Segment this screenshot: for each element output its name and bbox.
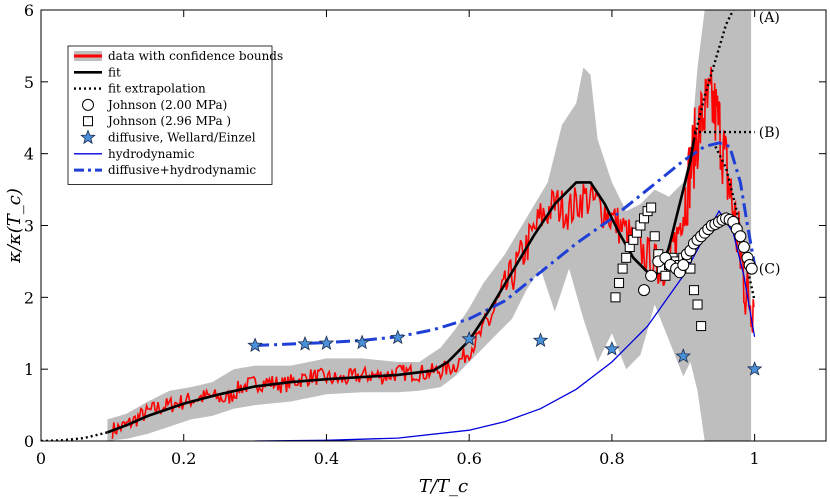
wellard-einzel-star <box>354 334 370 350</box>
wellard-einzel-star <box>604 341 620 356</box>
legend-swatch-square <box>83 116 93 127</box>
legend-box <box>67 45 273 185</box>
johnson-2-96-marker <box>617 263 628 274</box>
y-tick-label: 1 <box>24 360 34 379</box>
axes-layer: 0 0.2 0.4 0.6 0.8 1 0 1 2 3 4 5 6 T/T_c κ/κ(T_c) (A) (B)… <box>4 1 827 497</box>
marker-layer <box>247 202 763 376</box>
johnson-2-00-marker <box>745 262 758 275</box>
legend-label: fit <box>108 65 121 79</box>
fit-extrapolation-C-line <box>714 145 756 302</box>
annotation-label: (C) <box>759 262 781 278</box>
johnson-2-96-marker <box>692 299 703 310</box>
johnson-2-96-marker <box>614 277 625 288</box>
legend-label: diffusive, Wellard/Einzel <box>108 131 256 145</box>
legend-label: data with confidence bounds <box>108 49 283 63</box>
y-tick-label: 6 <box>24 1 34 20</box>
y-tick-label: 5 <box>24 73 34 92</box>
confidence-band-layer <box>107 10 752 441</box>
annotation-label: (B) <box>759 125 780 141</box>
johnson-2-96-marker <box>646 202 657 213</box>
johnson-2-96-marker <box>688 285 699 296</box>
legend-label: Johnson (2.00 MPa) <box>106 98 227 112</box>
fit-extrapolation-low-line <box>41 431 108 441</box>
x-tick-label: 0.6 <box>456 449 481 468</box>
johnson-2-96-marker <box>649 231 660 242</box>
johnson-2-00-marker <box>737 241 750 254</box>
johnson-2-96-marker <box>621 252 632 263</box>
y-axis-label: κ/κ(T_c) <box>4 188 25 264</box>
legend-label: hydrodynamic <box>108 147 195 161</box>
y-tick-label: 2 <box>24 288 34 307</box>
wellard-einzel-star <box>297 335 313 351</box>
fit-extrapolation-A-line <box>692 10 735 140</box>
x-tick-label: 1 <box>750 449 760 468</box>
wellard-einzel-star <box>247 337 263 352</box>
x-tick-label: 0 <box>36 449 46 468</box>
x-tick-label: 0.2 <box>171 449 196 468</box>
johnson-2-00-marker <box>638 284 651 297</box>
annotation-label: (A) <box>759 10 780 26</box>
wellard-einzel-star <box>532 332 549 348</box>
x-tick-label: 0.8 <box>599 449 624 468</box>
wellard-einzel-star <box>746 361 763 376</box>
johnson-2-00-marker <box>645 269 658 282</box>
legend-swatch-star <box>80 129 96 145</box>
x-tick-label: 0.4 <box>314 449 339 468</box>
wellard-einzel-star <box>390 329 406 345</box>
wellard-einzel-star <box>318 335 335 350</box>
legend-label: fit extrapolation <box>108 82 206 96</box>
y-tick-label: 4 <box>24 145 34 164</box>
y-tick-label: 0 <box>24 432 34 451</box>
wellard-einzel-star <box>461 330 477 346</box>
legend-swatch-circle <box>82 98 94 111</box>
johnson-2-00-marker <box>734 230 747 243</box>
johnson-2-96-marker <box>610 292 621 303</box>
legend-label: diffusive+hydrodynamic <box>108 163 256 177</box>
wellard-einzel-star <box>675 348 691 363</box>
johnson-2-96-marker <box>660 270 671 281</box>
legend-label: Johnson (2.96 MPa ) <box>106 114 231 128</box>
y-tick-label: 3 <box>24 217 34 236</box>
johnson-2-96-marker <box>696 321 707 332</box>
confidence-band <box>107 10 752 441</box>
x-axis-label: T/T_c <box>419 476 468 497</box>
legend: data with confidence bounds fit fit extrap… <box>67 45 283 185</box>
johnson-2-00-marker <box>677 259 690 272</box>
